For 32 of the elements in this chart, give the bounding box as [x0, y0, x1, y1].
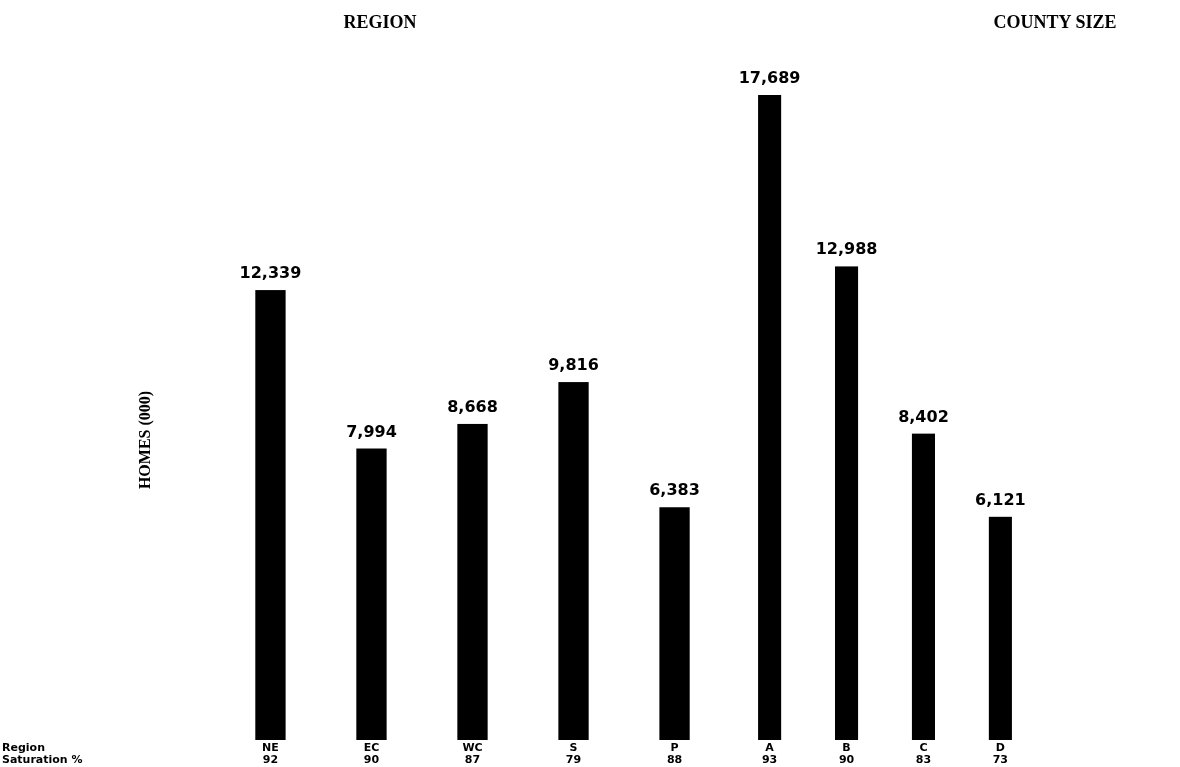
text: Region	[2, 741, 45, 754]
chart-title: REGION	[343, 12, 417, 32]
data-label: 7,994	[346, 421, 397, 441]
x-tick-label: WC 87	[462, 741, 483, 766]
bar	[911, 433, 935, 740]
bar	[835, 266, 859, 740]
x-tick-label: P 88	[666, 741, 683, 766]
x-tick-label: D 73	[992, 741, 1009, 766]
text: Saturation %	[2, 753, 83, 766]
data-label: 12,339	[239, 263, 302, 283]
x-tick-label: S 79	[565, 741, 582, 766]
data-label: 6,121	[975, 489, 1026, 509]
y-axis-title: HOMES (000)	[136, 390, 154, 490]
bar	[558, 382, 589, 740]
bar	[758, 95, 782, 740]
bar	[457, 423, 488, 740]
x-tick-label: B 90	[838, 741, 855, 766]
bar	[988, 516, 1012, 740]
data-label: 12,988	[815, 239, 878, 259]
x-tick-label: A 93	[761, 741, 778, 766]
x-tick-label: EC 90	[363, 741, 380, 766]
data-label: 8,668	[447, 396, 498, 416]
data-label: 8,402	[898, 406, 949, 426]
data-label: 9,816	[548, 355, 599, 375]
bar	[659, 507, 690, 740]
x-tick-label: NE 92	[262, 741, 279, 766]
chart-title: COUNTY SIZE	[993, 12, 1117, 32]
data-label: 6,383	[649, 480, 700, 500]
bar	[255, 290, 286, 740]
bar	[356, 448, 387, 740]
data-label: 17,689	[738, 68, 801, 87]
x-tick-label: C 83	[915, 741, 932, 766]
